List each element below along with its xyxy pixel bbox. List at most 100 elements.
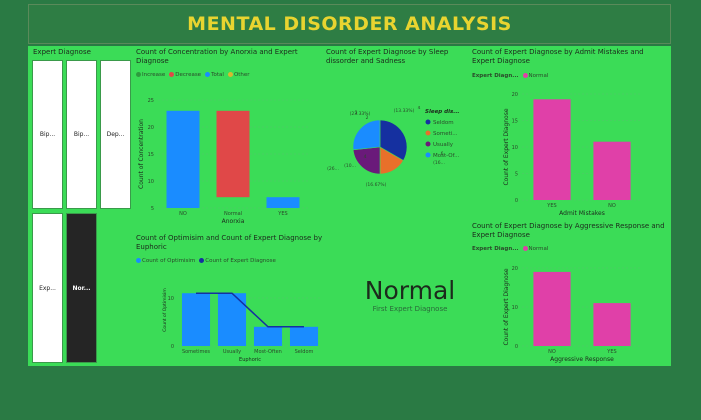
x-tick-label: NO xyxy=(608,203,616,209)
pie-legend-dot xyxy=(425,130,431,136)
legend-dot xyxy=(169,72,175,77)
bar xyxy=(593,303,631,346)
y-tick-label: 10 xyxy=(168,296,174,302)
legend-label: Decrease xyxy=(175,72,202,78)
pie-legend-label: Usually xyxy=(433,142,454,148)
legend-label: Normal xyxy=(528,246,549,252)
legend-label: Count of Optimisim xyxy=(142,258,196,264)
legend-label: Count of Expert Diagnose xyxy=(205,258,276,264)
aggressive-chart-title: Count of Expert Diagnose by Aggressive R… xyxy=(472,222,665,239)
legend-item: Increase xyxy=(136,72,165,78)
legend-dot xyxy=(205,72,211,77)
legend-dot xyxy=(227,72,233,77)
bar xyxy=(533,99,571,200)
y-tick-label: 10 xyxy=(512,305,518,311)
legend-item: Count of Optimisim xyxy=(136,258,195,264)
y-tick-label: 20 xyxy=(512,266,518,272)
x-tick-label: Sometimes xyxy=(182,349,210,355)
legend-label: Increase xyxy=(142,72,166,78)
concentration-chart-title: Count of Concentration by Anorxia and Ex… xyxy=(136,48,298,65)
legend-item: Normal xyxy=(522,73,549,79)
pie-slice xyxy=(352,146,381,175)
optimism-chart: 0 10 Sometimes Usually Most-Often Seldom Eupho… xyxy=(162,288,322,363)
bar xyxy=(266,197,300,208)
y-tick-label: 15 xyxy=(512,119,518,125)
slicer-item-2[interactable]: Bip... xyxy=(66,60,97,209)
y-axis-label: Count of Optimisim xyxy=(162,288,168,332)
slicer-title: Expert Diagnose xyxy=(33,48,91,56)
bar xyxy=(217,293,247,346)
sleep-chart-title: Count of Expert Diagnose by Sleep dissor… xyxy=(326,48,449,65)
legend-item: Total xyxy=(205,72,224,78)
y-tick-label: 5 xyxy=(515,172,518,178)
pie-data-label: 2 xyxy=(366,115,369,121)
y-tick-label: 5 xyxy=(151,206,154,212)
pie-legend-title: Sleep dis... xyxy=(425,109,460,115)
legend-item: Normal xyxy=(522,246,549,252)
bar xyxy=(216,110,250,198)
x-tick-label: NO xyxy=(179,211,187,217)
legend-label: Other xyxy=(233,72,250,78)
optimism-legend: Count of Optimisim Count of Expert Diagn… xyxy=(136,258,276,264)
pie-legend-dot xyxy=(425,152,431,158)
bar xyxy=(181,293,211,346)
x-tick-label: NO xyxy=(548,349,556,355)
y-tick-label: 20 xyxy=(148,125,154,131)
concentration-chart: 5 10 15 20 25 NO Normal YES Anorxia Count of Conc… xyxy=(138,98,308,225)
y-tick-label: 0 xyxy=(171,344,174,350)
pie-data-label: 4 xyxy=(418,106,421,111)
y-axis-label: Count of Concentration xyxy=(138,119,145,189)
x-tick-label: YES xyxy=(606,349,616,355)
x-axis-label: Aggressive Response xyxy=(550,356,614,363)
x-tick-label: Seldom xyxy=(295,349,314,355)
x-tick-label: YES xyxy=(546,203,556,209)
series-line xyxy=(196,292,304,328)
card: Normal First Expert Diagnose xyxy=(346,276,474,313)
legend-item: Decrease xyxy=(169,72,201,78)
pie-data-label: (10... xyxy=(344,163,356,169)
y-axis-label: Count of Expert Diagnose xyxy=(503,268,510,345)
pie-data-label: (23.33%) xyxy=(350,111,371,117)
pie-legend-label: Most-Of... xyxy=(433,153,460,159)
y-tick-label: 0 xyxy=(515,344,518,350)
pie-data-label: (16... xyxy=(433,160,445,166)
pie-slice xyxy=(379,119,408,161)
y-tick-label: 10 xyxy=(512,145,518,151)
slicer-item-3[interactable]: Dep... xyxy=(100,60,131,209)
x-axis-label: Anorxia xyxy=(222,218,245,225)
legend-item: Count of Expert Diagnose xyxy=(199,258,276,264)
pie-data-label: 4 xyxy=(364,154,367,160)
bar xyxy=(289,326,319,346)
y-tick-label: 10 xyxy=(148,179,154,185)
legend-dot xyxy=(136,258,141,263)
slicer-item-4[interactable]: Exp... xyxy=(32,213,63,363)
pie-legend-label: Seldom xyxy=(433,120,454,126)
x-tick-label: Most-Often xyxy=(254,349,282,355)
admit-chart-title: Count of Expert Diagnose by Admit Mistak… xyxy=(472,48,644,65)
legend-dot xyxy=(199,258,205,263)
slicer-item-5[interactable]: Nor... xyxy=(66,213,97,363)
title-bar: MENTAL DISORDER ANALYSIS xyxy=(28,4,671,44)
pie-legend-label: Someti... xyxy=(433,131,458,137)
y-tick-label: 15 xyxy=(148,152,154,158)
bar xyxy=(533,271,571,346)
concentration-legend: Increase Decrease Total Other xyxy=(136,72,250,78)
pie-data-label: (13.33%) xyxy=(394,108,415,114)
pie-data-label: (16.67%) xyxy=(366,182,387,188)
admit-legend: Expert Diagn... Normal xyxy=(472,73,548,79)
legend-title: Expert Diagn... xyxy=(472,246,519,252)
legend-label: Normal xyxy=(528,73,549,79)
pie-slice xyxy=(352,119,381,151)
legend-title: Expert Diagn... xyxy=(472,73,519,79)
report-canvas: Expert Diagnose Bip... Bip... Dep... Exp… xyxy=(28,46,671,366)
y-tick-label: 25 xyxy=(148,98,154,104)
pie-legend-dot xyxy=(425,119,431,125)
slicer-item-1[interactable]: Bip... xyxy=(32,60,63,209)
card-label: First Expert Diagnose xyxy=(372,305,448,313)
legend-dot xyxy=(136,72,141,77)
x-axis-label: Admit Mistakes xyxy=(559,210,605,217)
y-tick-label: 0 xyxy=(515,198,518,204)
bar xyxy=(253,326,283,346)
